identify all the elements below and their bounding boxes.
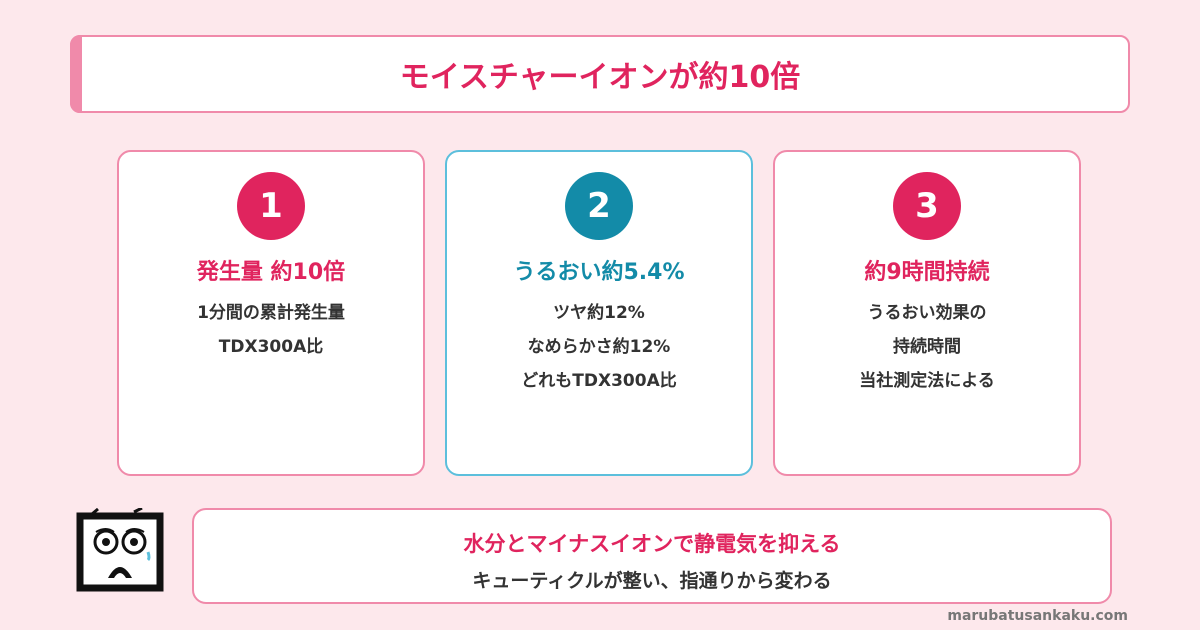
site-credit: marubatusankaku.com: [947, 608, 1128, 624]
bottom-banner: 水分とマイナスイオンで静電気を抑える キューティクルが整い、指通りから変わる: [192, 508, 1112, 604]
feature-card-3: 3 約9時間持続 うるおい効果の 持続時間 当社測定法による: [773, 150, 1081, 476]
title-accent-bar: [70, 35, 82, 113]
card-heading: 約9時間持続: [864, 260, 990, 285]
surprised-mascot-icon: [76, 508, 164, 592]
card-line: TDX300A比: [218, 337, 324, 357]
card-line: 1分間の累計発生量: [197, 303, 345, 323]
card-number-badge: 1: [237, 172, 305, 240]
card-line: うるおい効果の: [867, 303, 987, 323]
card-heading: 発生量 約10倍: [196, 260, 346, 285]
card-line: なめらかさ約12%: [527, 337, 671, 357]
card-heading: うるおい約5.4%: [513, 260, 685, 285]
feature-card-2: 2 うるおい約5.4% ツヤ約12% なめらかさ約12% どれもTDX300A比: [445, 150, 753, 476]
title-banner: モイスチャーイオンが約10倍: [70, 35, 1130, 113]
card-body: 1分間の累計発生量 TDX300A比: [119, 296, 423, 364]
card-line: どれもTDX300A比: [521, 371, 677, 391]
card-body: うるおい効果の 持続時間 当社測定法による: [775, 296, 1079, 398]
card-number-badge: 3: [893, 172, 961, 240]
card-line: 当社測定法による: [859, 371, 995, 391]
bottom-headline: 水分とマイナスイオンで静電気を抑える: [463, 532, 841, 556]
feature-card-1: 1 発生量 約10倍 1分間の累計発生量 TDX300A比: [117, 150, 425, 476]
card-line: ツヤ約12%: [553, 303, 645, 323]
card-number-badge: 2: [565, 172, 633, 240]
page-title: モイスチャーイオンが約10倍: [399, 60, 801, 95]
card-line: 持続時間: [893, 337, 961, 357]
card-body: ツヤ約12% なめらかさ約12% どれもTDX300A比: [447, 296, 751, 398]
bottom-subline: キューティクルが整い、指通りから変わる: [472, 570, 832, 592]
